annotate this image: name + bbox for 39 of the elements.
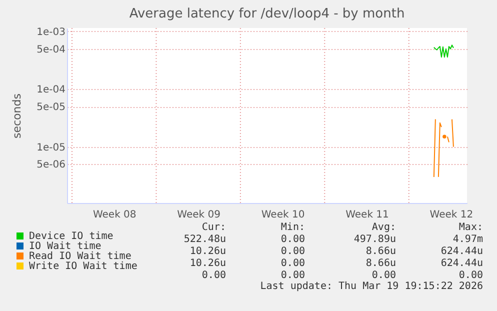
- x-tick-label: Week 09: [177, 210, 220, 220]
- chart-title: Average latency for /dev/loop4 - by month: [129, 6, 405, 22]
- text: Last update: Thu Mar 19 19:15:22 2026: [260, 281, 483, 292]
- x-tick-label: Week 11: [346, 210, 389, 220]
- text: 522.48u: [184, 234, 226, 245]
- y-tick-label: 5e-04: [36, 44, 66, 56]
- legend-label: Read IO Wait time: [29, 251, 132, 262]
- text: 0.00: [280, 258, 305, 269]
- text: 624.44u: [440, 258, 483, 269]
- y-axis-title: seconds: [10, 93, 24, 138]
- text: Max:: [458, 222, 483, 233]
- legend-label: Device IO time: [29, 231, 114, 242]
- text: 0.00: [280, 246, 305, 257]
- text: 624.44u: [440, 246, 483, 257]
- x-tick-label: Week 08: [92, 210, 136, 220]
- y-tick-label: 1e-04: [36, 84, 66, 96]
- text: 10.26u: [190, 258, 226, 269]
- text: Min:: [280, 222, 305, 233]
- text: 10.26u: [190, 246, 226, 257]
- text: 4.97m: [452, 234, 483, 245]
- y-tick-label: 5e-06: [36, 160, 66, 171]
- text: 0.00: [280, 270, 305, 281]
- y-tick-label: 1e-03: [36, 27, 66, 38]
- line-series: [433, 44, 454, 58]
- x-tick-label: Week 10: [261, 210, 305, 220]
- y-tick-label: 5e-05: [36, 102, 66, 114]
- text: 0.00: [202, 270, 226, 281]
- text: 8.66u: [366, 246, 396, 257]
- text: Cur:: [202, 222, 226, 233]
- text: 0.00: [372, 270, 396, 281]
- legend-label: Write IO Wait time: [29, 261, 138, 272]
- y-tick-label: 1e-05: [36, 142, 66, 154]
- legend-label: IO Wait time: [29, 241, 102, 252]
- text: 0.00: [458, 270, 483, 281]
- text: Avg:: [372, 222, 396, 233]
- text: 497.89u: [354, 234, 396, 245]
- x-tick-label: Week 12: [430, 210, 474, 220]
- text: 0.00: [280, 234, 305, 245]
- text: 8.66u: [366, 258, 396, 269]
